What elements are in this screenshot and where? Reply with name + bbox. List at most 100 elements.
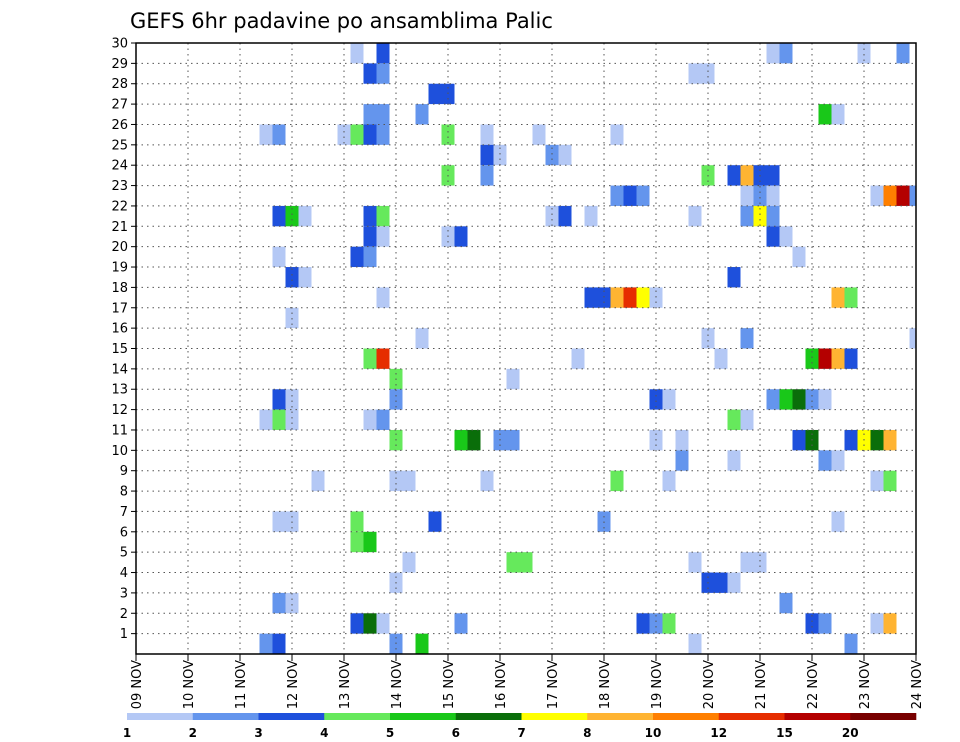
heatmap-cell <box>350 511 364 532</box>
x-tick-label: 13 NOV <box>338 660 353 709</box>
heatmap-cell <box>896 185 910 206</box>
heatmap-cell <box>662 389 676 410</box>
colorbar-swatch <box>653 713 720 720</box>
colorbar-swatch <box>324 713 391 720</box>
heatmap-cell <box>870 613 884 634</box>
heatmap-cell <box>350 246 364 268</box>
y-tick-label: 27 <box>111 98 128 113</box>
y-tick-label: 9 <box>120 464 128 479</box>
heatmap-cell <box>818 389 832 410</box>
y-tick-label: 22 <box>111 199 128 214</box>
heatmap-cell <box>779 389 793 410</box>
heatmap-cell <box>285 592 299 614</box>
heatmap-cells <box>259 43 916 654</box>
colorbar-label: 10 <box>645 726 662 740</box>
y-tick-label: 6 <box>120 525 128 540</box>
heatmap-cell <box>844 287 858 308</box>
heatmap-cell <box>376 104 390 125</box>
heatmap-cell <box>805 389 819 410</box>
heatmap-cell <box>831 450 845 471</box>
heatmap-cell <box>805 348 819 369</box>
heatmap-cell <box>428 83 442 105</box>
heatmap-cell <box>285 267 299 288</box>
heatmap-cell <box>610 124 624 145</box>
heatmap-cell <box>480 165 494 186</box>
heatmap-cell <box>831 511 845 532</box>
heatmap-cell <box>909 185 916 206</box>
y-tick-label: 15 <box>111 342 128 357</box>
heatmap-cell <box>350 124 364 145</box>
heatmap-cell <box>844 633 858 654</box>
heatmap-cell <box>675 429 689 451</box>
heatmap-cell <box>766 205 780 227</box>
heatmap-cell <box>415 633 429 654</box>
heatmap-cell <box>285 307 299 329</box>
heatmap-cell <box>272 592 286 614</box>
y-tick-label: 1 <box>120 627 128 642</box>
y-tick-label: 24 <box>111 159 128 174</box>
x-tick-label: 10 NOV <box>182 660 197 709</box>
colorbar-swatch <box>455 713 522 720</box>
heatmap-cell <box>363 124 377 145</box>
heatmap-cell <box>740 328 754 349</box>
y-tick-label: 20 <box>111 240 128 255</box>
heatmap-cell <box>818 104 832 125</box>
y-tick-label: 12 <box>111 403 128 418</box>
heatmap-cell <box>493 144 507 166</box>
colorbar-label: 4 <box>320 726 328 740</box>
heatmap-cell <box>662 470 676 492</box>
heatmap-cell <box>376 348 390 369</box>
heatmap-cell <box>883 470 897 492</box>
colorbar-swatch <box>192 713 259 720</box>
colorbar-swatch <box>390 713 457 720</box>
y-tick-label: 17 <box>111 301 128 316</box>
grid-lines <box>136 42 916 654</box>
heatmap-cell <box>792 429 806 451</box>
heatmap-cell <box>350 613 364 634</box>
heatmap-cell <box>714 348 728 369</box>
heatmap-cell <box>363 104 377 125</box>
heatmap-cell <box>506 552 520 573</box>
heatmap-cell <box>454 613 468 634</box>
heatmap-cell <box>688 633 702 654</box>
heatmap-cell <box>285 205 299 227</box>
y-tick-label: 13 <box>111 383 128 398</box>
heatmap-cell <box>701 63 715 84</box>
heatmap-cell <box>545 144 559 166</box>
heatmap-cell <box>740 205 754 227</box>
chart-title: GEFS 6hr padavine po ansamblima Palic <box>130 9 553 33</box>
heatmap-cell <box>844 429 858 451</box>
heatmap-cell <box>376 287 390 308</box>
y-axis: 1234567891011121314151617181920212223242… <box>111 37 136 642</box>
x-tick-label: 16 NOV <box>494 660 509 709</box>
heatmap-cell <box>831 348 845 369</box>
colorbar-swatch <box>258 713 325 720</box>
heatmap-cell <box>415 328 429 349</box>
heatmap-cell <box>467 429 481 451</box>
heatmap-cell <box>389 470 403 492</box>
colorbar-swatch <box>718 713 785 720</box>
heatmap-cell <box>818 613 832 634</box>
colorbar-label: 5 <box>386 726 394 740</box>
y-tick-label: 4 <box>120 566 128 581</box>
heatmap-cell <box>402 552 416 573</box>
y-tick-label: 14 <box>111 362 128 377</box>
heatmap-cell <box>870 429 884 451</box>
heatmap-cell <box>363 613 377 634</box>
heatmap-cell <box>831 287 845 308</box>
heatmap-cell <box>753 205 767 227</box>
heatmap-cell <box>558 144 572 166</box>
heatmap-cell <box>909 328 916 349</box>
colorbar-swatch <box>587 713 654 720</box>
y-tick-label: 11 <box>111 423 128 438</box>
heatmap-cell <box>376 226 390 247</box>
heatmap-cell <box>259 409 273 430</box>
heatmap-cell <box>649 389 663 410</box>
y-tick-label: 26 <box>111 118 128 133</box>
heatmap-cell <box>272 389 286 410</box>
heatmap-cell <box>376 409 390 430</box>
colorbar-swatch <box>127 713 194 720</box>
heatmap-cell <box>376 124 390 145</box>
heatmap-cell <box>792 246 806 268</box>
heatmap-cell <box>506 429 520 451</box>
